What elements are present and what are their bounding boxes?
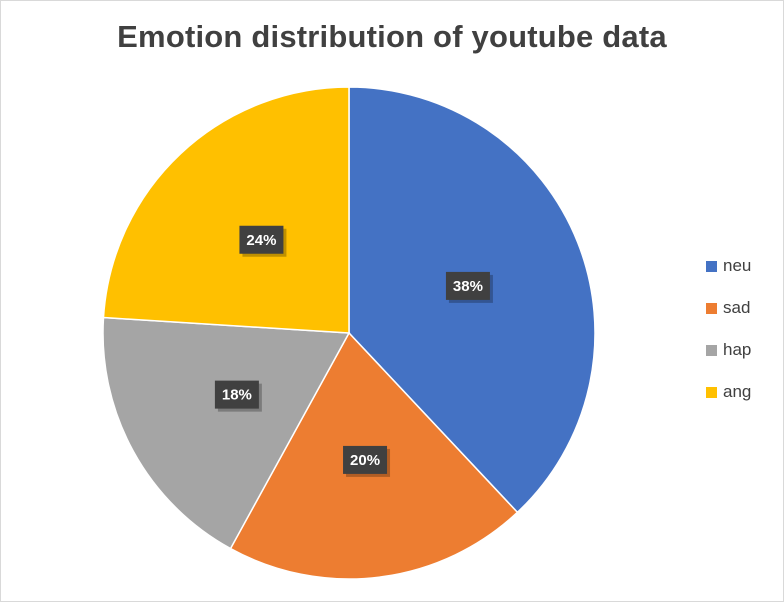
legend-swatch-ang: [706, 386, 717, 398]
data-label-sad: 20%: [343, 445, 391, 477]
pie-slice-hap: [102, 316, 351, 550]
data-label-hap: 18%: [214, 380, 262, 412]
legend-item-ang: ang: [706, 382, 781, 402]
legend-item-hap: hap: [706, 340, 781, 360]
legend-swatch-hap: [706, 344, 717, 356]
svg-text:38%: 38%: [453, 278, 483, 295]
chart-legend: neu sad hap ang: [706, 256, 781, 424]
legend-swatch-sad: [706, 302, 717, 314]
svg-text:18%: 18%: [222, 387, 252, 404]
svg-text:24%: 24%: [246, 232, 276, 249]
svg-text:20%: 20%: [350, 452, 380, 469]
legend-swatch-neu: [706, 260, 717, 272]
legend-label-hap: hap: [723, 340, 752, 359]
legend-item-sad: sad: [706, 298, 781, 318]
legend-label-neu: neu: [723, 256, 752, 275]
data-label-ang: 24%: [239, 225, 287, 257]
legend-label-sad: sad: [723, 298, 751, 317]
legend-item-neu: neu: [706, 256, 781, 276]
chart-title: Emotion distribution of youtube data: [117, 19, 667, 54]
legend-label-ang: ang: [723, 382, 752, 401]
pie-slice-ang: [102, 86, 350, 334]
data-label-neu: 38%: [445, 271, 493, 303]
